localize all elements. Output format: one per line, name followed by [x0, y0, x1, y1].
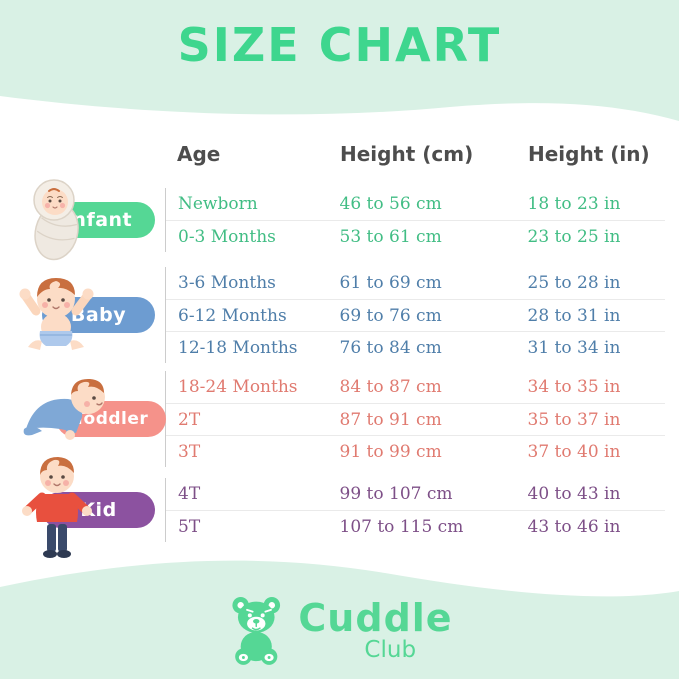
height-cm-cell: 87 to 91 cm: [339, 409, 442, 430]
table-row: 3-6 Months 61 to 69 cm 25 to 28 in: [166, 267, 665, 299]
kid-badge-label: Kid: [80, 499, 117, 521]
baby-illustration: [19, 278, 94, 350]
age-cell: 5T: [178, 516, 201, 537]
page-title: SIZE CHART: [177, 18, 502, 72]
height-cm-cell: 61 to 69 cm: [339, 273, 442, 293]
height-in-cell: 35 to 37 in: [527, 409, 621, 430]
table-header-row: Age Height (cm) Height (in): [165, 142, 665, 166]
header-height-cm: Height (cm): [340, 142, 474, 166]
height-cm-cell: 53 to 61 cm: [339, 226, 442, 247]
height-cm-cell: 69 to 76 cm: [339, 305, 442, 326]
infant-badge-label: Infant: [64, 209, 133, 231]
table-row: 5T 107 to 115 cm 43 to 46 in: [166, 510, 665, 542]
height-cm-cell: 76 to 84 cm: [339, 337, 442, 358]
table-row: 18-24 Months 84 to 87 cm 34 to 35 in: [166, 371, 665, 403]
section-baby: Baby 3-6 Months 61 to 69 cm 25 to 28 in …: [0, 267, 679, 363]
age-cell: 12-18 Months: [178, 337, 298, 358]
size-table: Age Height (cm) Height (in): [0, 142, 679, 558]
baby-badge-label: Baby: [70, 304, 127, 326]
age-cell: 3T: [178, 441, 201, 462]
section-kid: Kid 4T 99 to 107 cm 40 to 43 in 5T 107 t…: [0, 457, 679, 558]
toddler-badge-cell: Toddler: [0, 371, 166, 467]
baby-rows: 3-6 Months 61 to 69 cm 25 to 28 in 6-12 …: [165, 267, 665, 363]
teddy-bear-icon: [232, 597, 281, 665]
age-cell: 6-12 Months: [178, 305, 287, 326]
height-in-cell: 18 to 23 in: [527, 194, 621, 214]
height-in-cell: 34 to 35 in: [527, 377, 621, 397]
height-cm-cell: 84 to 87 cm: [339, 377, 442, 397]
infant-illustration: [33, 179, 79, 261]
toddler-illustration: [23, 378, 105, 440]
header-age: Age: [177, 142, 221, 166]
baby-badge-cell: Baby: [0, 267, 165, 363]
infant-rows: Newborn 46 to 56 cm 18 to 23 in 0-3 Mont…: [165, 188, 665, 252]
height-in-cell: 43 to 46 in: [527, 516, 621, 537]
brand-club: Club: [364, 637, 417, 663]
height-cm-cell: 46 to 56 cm: [339, 194, 442, 214]
toddler-rows: 18-24 Months 84 to 87 cm 34 to 35 in 2T …: [165, 371, 665, 467]
age-cell: 18-24 Months: [178, 377, 298, 397]
age-cell: 2T: [178, 409, 201, 430]
brand-logo: Cuddle Club: [0, 591, 679, 669]
age-cell: 3-6 Months: [178, 273, 276, 293]
kid-rows: 4T 99 to 107 cm 40 to 43 in 5T 107 to 11…: [165, 478, 665, 542]
toddler-badge-label: Toddler: [73, 409, 149, 429]
section-infant: Infant Newborn 46 to 56 cm 18 to 23 in 0…: [0, 179, 679, 261]
height-cm-cell: 99 to 107 cm: [339, 484, 453, 504]
brand-name: Cuddle: [298, 596, 453, 640]
table-row: 12-18 Months 76 to 84 cm 31 to 34 in: [166, 331, 665, 363]
table-row: 2T 87 to 91 cm 35 to 37 in: [166, 403, 665, 435]
brand-text: Cuddle Club: [298, 591, 452, 662]
age-cell: 4T: [178, 484, 201, 504]
height-in-cell: 40 to 43 in: [527, 484, 621, 504]
age-cell: Newborn: [178, 194, 258, 214]
height-in-cell: 25 to 28 in: [527, 273, 621, 293]
height-in-cell: 31 to 34 in: [527, 337, 621, 358]
height-in-cell: 28 to 31 in: [527, 305, 621, 326]
table-row: 3T 91 to 99 cm 37 to 40 in: [166, 435, 665, 467]
table-row: 4T 99 to 107 cm 40 to 43 in: [166, 478, 665, 510]
kid-badge-cell: Kid: [0, 457, 165, 558]
header-height-in: Height (in): [528, 142, 650, 166]
section-toddler: Toddler 18-24 Months 84 to 87 cm 34 to 3…: [0, 371, 679, 467]
height-cm-cell: 91 to 99 cm: [339, 441, 442, 462]
table-row: Newborn 46 to 56 cm 18 to 23 in: [166, 188, 665, 220]
table-row: 0-3 Months 53 to 61 cm 23 to 25 in: [166, 220, 665, 252]
infant-badge-cell: Infant: [0, 179, 165, 261]
height-in-cell: 23 to 25 in: [527, 226, 621, 247]
kid-illustration: [22, 457, 92, 558]
height-cm-cell: 107 to 115 cm: [339, 516, 464, 537]
table-row: 6-12 Months 69 to 76 cm 28 to 31 in: [166, 299, 665, 331]
height-in-cell: 37 to 40 in: [527, 441, 621, 462]
age-cell: 0-3 Months: [178, 226, 276, 247]
